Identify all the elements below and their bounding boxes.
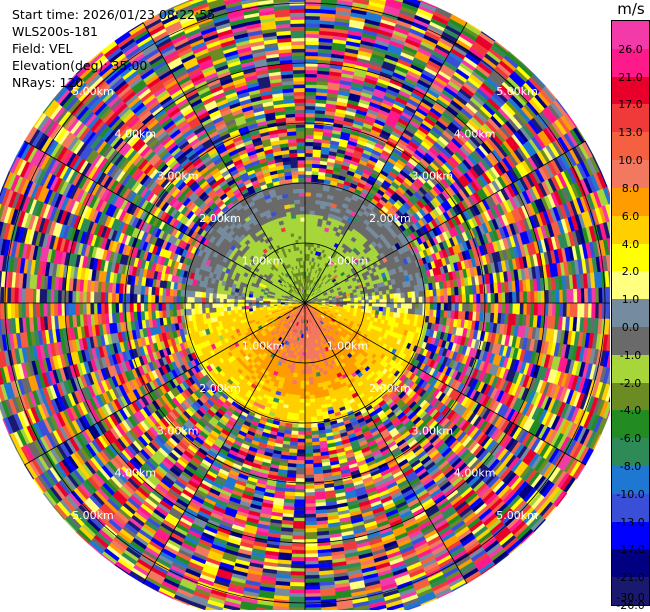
range-ring-label: 2.00km bbox=[369, 212, 411, 225]
colorbar-tick-label: -6.0 bbox=[619, 432, 642, 446]
colorbar-tick-label: 2.0 bbox=[621, 265, 640, 279]
colorbar-tick-label: -17.0 bbox=[616, 543, 645, 557]
colorbar-segment: 21.0 bbox=[612, 48, 649, 84]
range-ring bbox=[64, 62, 546, 544]
range-ring-label: 4.00km bbox=[454, 127, 496, 140]
colorbar-tick-label: 1.0 bbox=[621, 293, 640, 307]
range-ring-label: 2.00km bbox=[199, 212, 241, 225]
azimuth-spoke bbox=[304, 302, 468, 584]
range-ring-label: 5.00km bbox=[496, 509, 538, 522]
range-ring-label: 1.00km bbox=[327, 255, 369, 268]
colorbar-segment: -13.0 bbox=[612, 493, 649, 529]
colorbar: 26.0 21.0 17.0 13.0 10.0 8.0 6.0 4.0 2.0 1.0 0.0 -1… bbox=[611, 20, 650, 612]
colorbar-segment: -2.0 bbox=[612, 354, 649, 390]
colorbar-segment: 1.0 bbox=[612, 271, 649, 306]
ppi-scan: 1.00km 1.00km 1.00km 1.00km 2.00km 2.00km 2.00… bbox=[0, 0, 610, 610]
colorbar-tick-label: -1.0 bbox=[619, 348, 642, 362]
colorbar-segment: 13.0 bbox=[612, 104, 649, 139]
range-ring-label: 5.00km bbox=[496, 85, 538, 98]
colorbar-tick-label: 6.0 bbox=[621, 209, 640, 223]
range-ring-label: 3.00km bbox=[412, 424, 454, 437]
range-ring-label: 2.00km bbox=[199, 382, 241, 395]
colorbar-segment: -26.0 -30.0 bbox=[612, 577, 649, 612]
colorbar-tick-label: -30.0 bbox=[616, 591, 645, 605]
range-ring-label: 1.00km bbox=[327, 339, 369, 352]
colorbar-segment: -6.0 bbox=[612, 410, 649, 445]
colorbar-tick-label: 0.0 bbox=[621, 320, 640, 334]
range-ring-label: 5.00km bbox=[72, 85, 114, 98]
azimuth-spoke bbox=[304, 22, 468, 304]
range-ring bbox=[244, 242, 366, 364]
colorbar-tick-label: -8.0 bbox=[619, 460, 642, 473]
colorbar-segment: -21.0 bbox=[612, 549, 649, 584]
range-ring-label: 1.00km bbox=[242, 255, 284, 268]
range-ring bbox=[184, 182, 426, 424]
azimuth-spoke bbox=[304, 140, 586, 304]
range-ring-label: 3.00km bbox=[157, 424, 199, 437]
colorbar-unit: m/s bbox=[617, 0, 645, 18]
scan-info: Start time: 2026/01/23 08:22:55 WLS200s-… bbox=[12, 6, 215, 91]
colorbar-segment: -8.0 bbox=[612, 438, 649, 473]
colorbar-tick-label: 26.0 bbox=[618, 42, 643, 56]
range-ring-label: 1.00km bbox=[242, 339, 284, 352]
range-ring-label: 3.00km bbox=[412, 170, 454, 183]
range-ring-label: 4.00km bbox=[115, 127, 157, 140]
azimuth-spoke bbox=[142, 22, 306, 304]
azimuth-spoke bbox=[142, 302, 306, 584]
range-ring-label: 5.00km bbox=[72, 509, 114, 522]
elevation: Elevation(deg): 35.00 bbox=[12, 58, 148, 73]
colorbar-tick-label: -2.0 bbox=[619, 376, 642, 390]
colorbar-tick-label: -21.0 bbox=[616, 571, 645, 585]
colorbar-segment: 26.0 bbox=[612, 21, 649, 56]
colorbar-segment: 17.0 bbox=[612, 76, 649, 111]
colorbar-tick-label: -4.0 bbox=[619, 404, 642, 418]
colorbar-segment: -10.0 bbox=[612, 466, 649, 501]
colorbar-tick-label: 17.0 bbox=[618, 98, 643, 112]
azimuth-spoke bbox=[304, 302, 586, 466]
colorbar-tick-label: 13.0 bbox=[618, 126, 643, 140]
colorbar-segment: 4.0 bbox=[612, 215, 649, 251]
start-time: Start time: 2026/01/23 08:22:55 bbox=[12, 7, 216, 22]
colorbar-segment: -1.0 bbox=[612, 326, 649, 362]
colorbar-tick-label: 4.0 bbox=[621, 237, 640, 251]
field-name: Field: VEL bbox=[12, 41, 73, 56]
colorbar-segment: 8.0 bbox=[612, 160, 649, 195]
azimuth-spoke bbox=[24, 302, 306, 466]
colorbar-tick-label: 10.0 bbox=[618, 154, 643, 168]
colorbar-segment: 0.0 bbox=[612, 299, 649, 334]
nrays: NRays: 120 bbox=[12, 75, 84, 90]
range-ring-label: 4.00km bbox=[115, 467, 157, 480]
colorbar-tick-label: -26.0 bbox=[616, 599, 645, 612]
colorbar-segment: 2.0 bbox=[612, 243, 649, 278]
colorbar-segment: 10.0 bbox=[612, 132, 649, 167]
range-ring-label: 3.00km bbox=[157, 170, 199, 183]
range-ring bbox=[124, 122, 486, 484]
colorbar-tick-label: -13.0 bbox=[616, 515, 645, 529]
station-name: WLS200s-181 bbox=[12, 24, 98, 39]
colorbar-segment: -4.0 bbox=[612, 382, 649, 417]
range-ring-label: 4.00km bbox=[454, 467, 496, 480]
azimuth-spoke bbox=[24, 140, 306, 304]
colorbar-tick-label: 8.0 bbox=[621, 181, 640, 195]
range-ring bbox=[4, 2, 606, 604]
colorbar-tick-label: 21.0 bbox=[618, 70, 643, 84]
colorbar-segment: -17.0 bbox=[612, 521, 649, 556]
colorbar-segment: 6.0 bbox=[612, 187, 649, 223]
range-ring-label: 2.00km bbox=[369, 382, 411, 395]
colorbar-tick-label: -10.0 bbox=[616, 487, 645, 501]
